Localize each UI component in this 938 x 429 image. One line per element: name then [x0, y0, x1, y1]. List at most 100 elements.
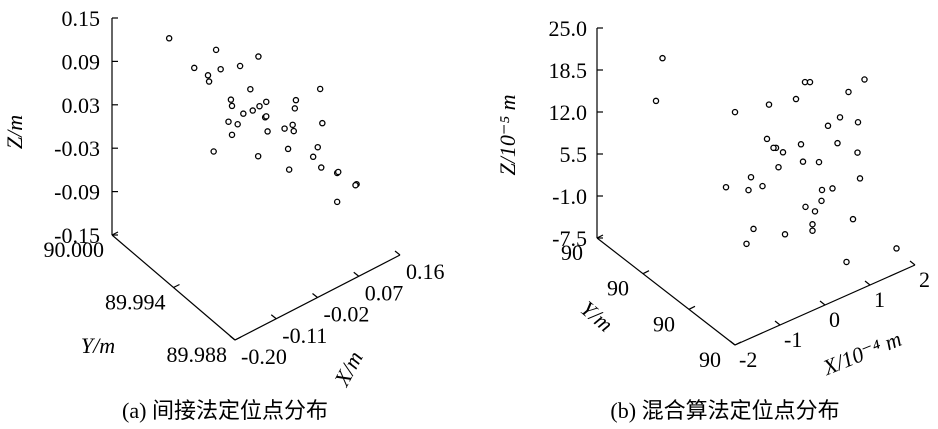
- z-axis-label: Z/10⁻⁵ m: [495, 95, 520, 176]
- point: [165, 35, 173, 42]
- caption: (a) 间接法定位点分布: [122, 398, 328, 423]
- point: [236, 62, 244, 70]
- point: [290, 127, 297, 135]
- z-tick-label: 0.09: [62, 49, 101, 74]
- point: [309, 153, 317, 161]
- point: [731, 108, 739, 116]
- point: [289, 121, 296, 129]
- point: [652, 97, 660, 105]
- point: [743, 240, 750, 248]
- z-tick-label: 0.15: [62, 6, 101, 31]
- x-tick: [353, 271, 360, 277]
- point: [809, 221, 816, 228]
- point: [316, 85, 324, 93]
- y-tick: [234, 336, 242, 341]
- y-tick-label: 90.000: [44, 237, 105, 262]
- point: [818, 186, 826, 194]
- point: [811, 208, 819, 215]
- x-tick: [864, 280, 871, 286]
- point: [227, 96, 235, 103]
- y-tick: [173, 283, 180, 289]
- x-tick: [909, 260, 916, 266]
- point: [210, 148, 217, 155]
- z-tick-label: 12.0: [549, 100, 588, 125]
- y-tick: [111, 231, 119, 236]
- point: [845, 88, 852, 96]
- point: [815, 158, 823, 166]
- z-tick-label: -0.09: [54, 180, 100, 205]
- point: [262, 113, 270, 120]
- point: [281, 125, 288, 132]
- y-tick: [688, 305, 696, 310]
- point: [204, 72, 212, 79]
- x-tick: [729, 340, 736, 346]
- z-tick-label: 0.03: [62, 93, 101, 118]
- point: [190, 64, 198, 72]
- point: [775, 163, 782, 171]
- y-tick-label: 90: [699, 347, 721, 372]
- point: [292, 96, 300, 104]
- point: [249, 107, 256, 114]
- x-tick-label: -0.02: [324, 302, 370, 327]
- point: [763, 135, 771, 143]
- point: [334, 168, 342, 176]
- point: [747, 173, 755, 181]
- z-tick-label: -0.03: [54, 136, 100, 161]
- point: [802, 203, 809, 211]
- y-tick-label: 90: [561, 240, 583, 265]
- point: [254, 152, 262, 160]
- point: [854, 119, 862, 126]
- point: [824, 122, 832, 130]
- z-tick-label: -7.5: [552, 226, 587, 251]
- point: [834, 139, 841, 147]
- point: [829, 185, 836, 192]
- point: [750, 225, 757, 233]
- point: [225, 118, 232, 125]
- x-axis-label: X/10⁻⁴ m: [818, 326, 905, 380]
- point: [893, 245, 900, 252]
- x-tick: [774, 320, 781, 326]
- point: [285, 166, 293, 173]
- point: [256, 102, 263, 110]
- point: [779, 149, 787, 156]
- z-tick-label: 25.0: [549, 16, 588, 41]
- x-tick-label: -2: [739, 347, 757, 372]
- point: [247, 85, 254, 93]
- z-tick-label: -1.0: [552, 184, 587, 209]
- point: [765, 101, 773, 108]
- z-tick-label: -0.15: [54, 223, 100, 248]
- x-axis-label: X/m: [329, 347, 368, 391]
- point: [799, 158, 807, 165]
- y-tick: [734, 341, 742, 346]
- point: [284, 145, 292, 153]
- point: [217, 65, 224, 73]
- point: [659, 54, 666, 62]
- x-tick: [312, 293, 318, 298]
- point: [854, 149, 861, 156]
- z-axis-label: Z/m: [2, 115, 27, 149]
- point: [843, 258, 850, 266]
- point: [317, 164, 325, 171]
- point: [770, 144, 777, 152]
- x-tick-label: 2: [919, 267, 930, 292]
- point: [212, 46, 220, 54]
- point: [722, 183, 730, 191]
- point: [818, 197, 825, 205]
- point: [228, 131, 236, 139]
- x-tick-label: 0: [829, 307, 840, 332]
- x-tick: [394, 250, 401, 256]
- point: [856, 175, 864, 182]
- point: [861, 76, 868, 83]
- x-tick-label: -0.20: [241, 344, 287, 369]
- x-tick-label: 1: [874, 287, 885, 312]
- point: [205, 78, 213, 85]
- point: [228, 102, 236, 110]
- point: [792, 95, 800, 103]
- point: [319, 119, 326, 127]
- point: [781, 231, 789, 238]
- point: [255, 53, 262, 60]
- x-tick-label: -0.11: [282, 323, 327, 348]
- point: [264, 128, 271, 135]
- y-tick: [596, 234, 604, 239]
